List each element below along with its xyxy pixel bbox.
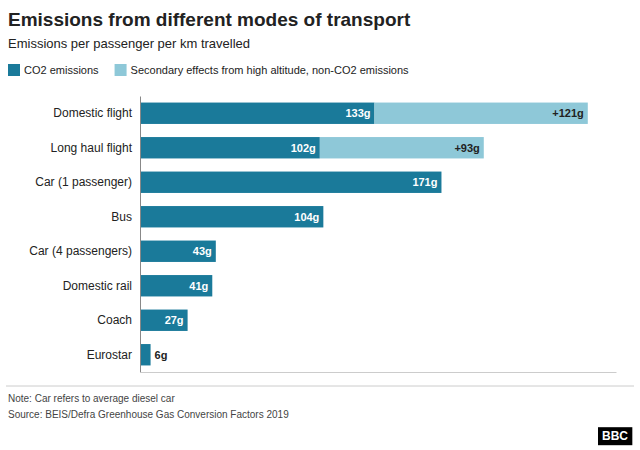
y-tick: Domestic flight: [53, 106, 140, 120]
y-axis-line: [140, 97, 141, 373]
y-tick-label: Long haul flight: [51, 141, 133, 155]
data-label: 27g: [165, 314, 184, 326]
bar: [320, 137, 484, 158]
bar: [140, 310, 188, 331]
y-tick-label: Eurostar: [87, 348, 132, 362]
x-axis: [141, 372, 617, 373]
data-label: 171g: [412, 176, 437, 188]
legend-item: CO2 emissions: [8, 64, 99, 76]
bar: [140, 275, 212, 296]
data-label: 41g: [189, 280, 208, 292]
y-tick: Long haul flight: [51, 141, 140, 155]
y-tick: Coach: [97, 313, 140, 327]
bars: [140, 103, 588, 366]
title: Emissions from different modes of transp…: [8, 9, 411, 30]
y-tick-label: Bus: [111, 210, 132, 224]
y-tick-label: Car (4 passengers): [29, 244, 132, 258]
y-tick: Car (4 passengers): [29, 244, 140, 258]
bar: [140, 103, 374, 124]
source: Source: BEIS/Defra Greenhouse Gas Conver…: [8, 409, 289, 420]
bar: [140, 172, 441, 193]
data-labels: 133g 102g 171g 104g 43g 41g 27g 6g +121g +93g: [155, 107, 584, 361]
chart: Emissions from different modes of transp…: [0, 0, 640, 450]
data-label: 104g: [294, 211, 319, 223]
y-tick: Domestic rail: [63, 279, 140, 293]
footer-divider: [6, 386, 634, 387]
plot: Domestic flight Long haul flight Car (1 pa…: [29, 97, 616, 373]
x-axis-line: [141, 372, 617, 373]
credit-label: BBC: [602, 429, 628, 443]
bar: [140, 344, 151, 365]
legend-label: CO2 emissions: [24, 64, 99, 76]
data-label: +93g: [454, 142, 479, 154]
note: Note: Car refers to average diesel car: [8, 393, 175, 404]
data-label: 133g: [345, 107, 370, 119]
legend: CO2 emissions Secondary effects from high…: [8, 64, 409, 76]
y-tick-label: Domestic flight: [53, 106, 132, 120]
bar: [374, 103, 587, 124]
credit: BBC: [598, 427, 632, 445]
y-tick: Eurostar: [87, 348, 140, 362]
bar: [150, 344, 151, 365]
legend-swatch: [115, 64, 127, 76]
subtitle: Emissions per passenger per km travelled: [8, 36, 250, 51]
data-label: 102g: [291, 142, 316, 154]
legend-swatch: [8, 64, 20, 76]
bar: [323, 206, 324, 227]
y-tick: Car (1 passenger): [35, 175, 140, 189]
y-tick-label: Coach: [97, 313, 132, 327]
bar: [212, 275, 213, 296]
y-axis: Domestic flight Long haul flight Car (1 pa…: [29, 97, 140, 373]
bar: [215, 241, 216, 262]
y-tick-label: Car (1 passenger): [35, 175, 132, 189]
data-label: +121g: [552, 107, 584, 119]
bar: [441, 172, 442, 193]
data-label: 43g: [193, 245, 212, 257]
legend-label: Secondary effects from high altitude, no…: [131, 64, 409, 76]
bar: [187, 310, 188, 331]
legend-item: Secondary effects from high altitude, no…: [115, 64, 409, 76]
series: [320, 103, 588, 159]
credit-box: [598, 427, 632, 445]
bar: [140, 241, 216, 262]
data-label: 6g: [155, 349, 168, 361]
bar: [140, 206, 323, 227]
bar: [140, 137, 320, 158]
y-tick: Bus: [111, 210, 140, 224]
y-tick-label: Domestic rail: [63, 279, 132, 293]
